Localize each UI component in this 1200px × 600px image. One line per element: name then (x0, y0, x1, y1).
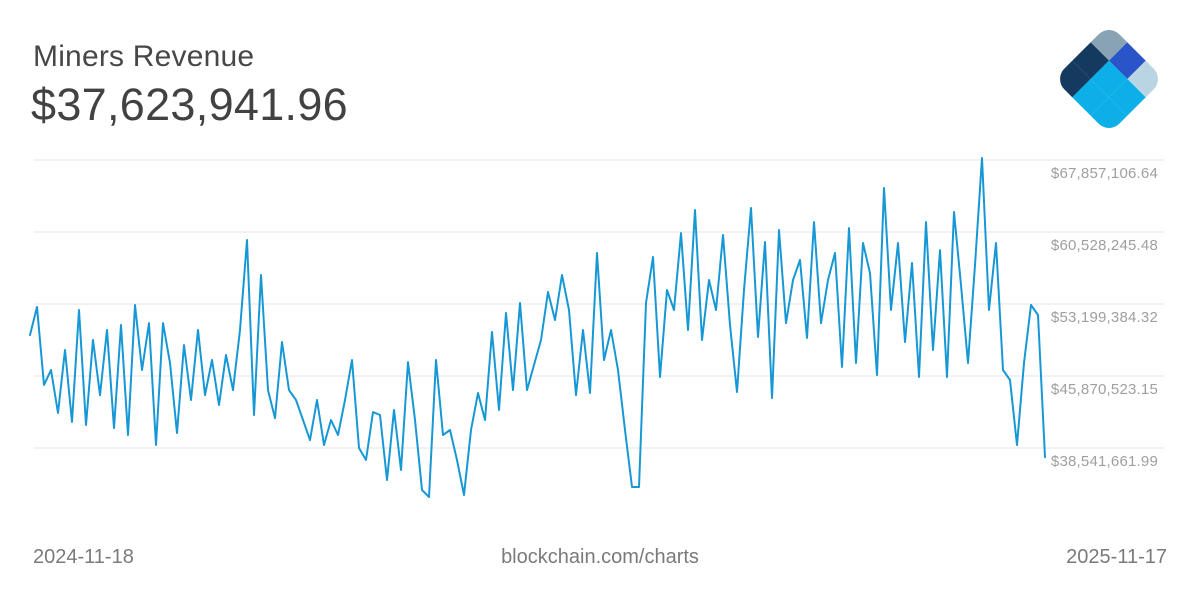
blockchain-logo-icon (1053, 23, 1165, 135)
x-axis-start-date: 2024-11-18 (33, 546, 134, 568)
x-axis-end-date: 2025-11-17 (1066, 546, 1167, 568)
footer-site-link[interactable]: blockchain.com/charts (501, 546, 699, 568)
metric-value: $37,623,941.96 (31, 79, 349, 130)
page-title: Miners Revenue (33, 40, 255, 73)
revenue-line-series[interactable] (29, 157, 1046, 498)
blockchain-logo[interactable] (1052, 22, 1166, 136)
